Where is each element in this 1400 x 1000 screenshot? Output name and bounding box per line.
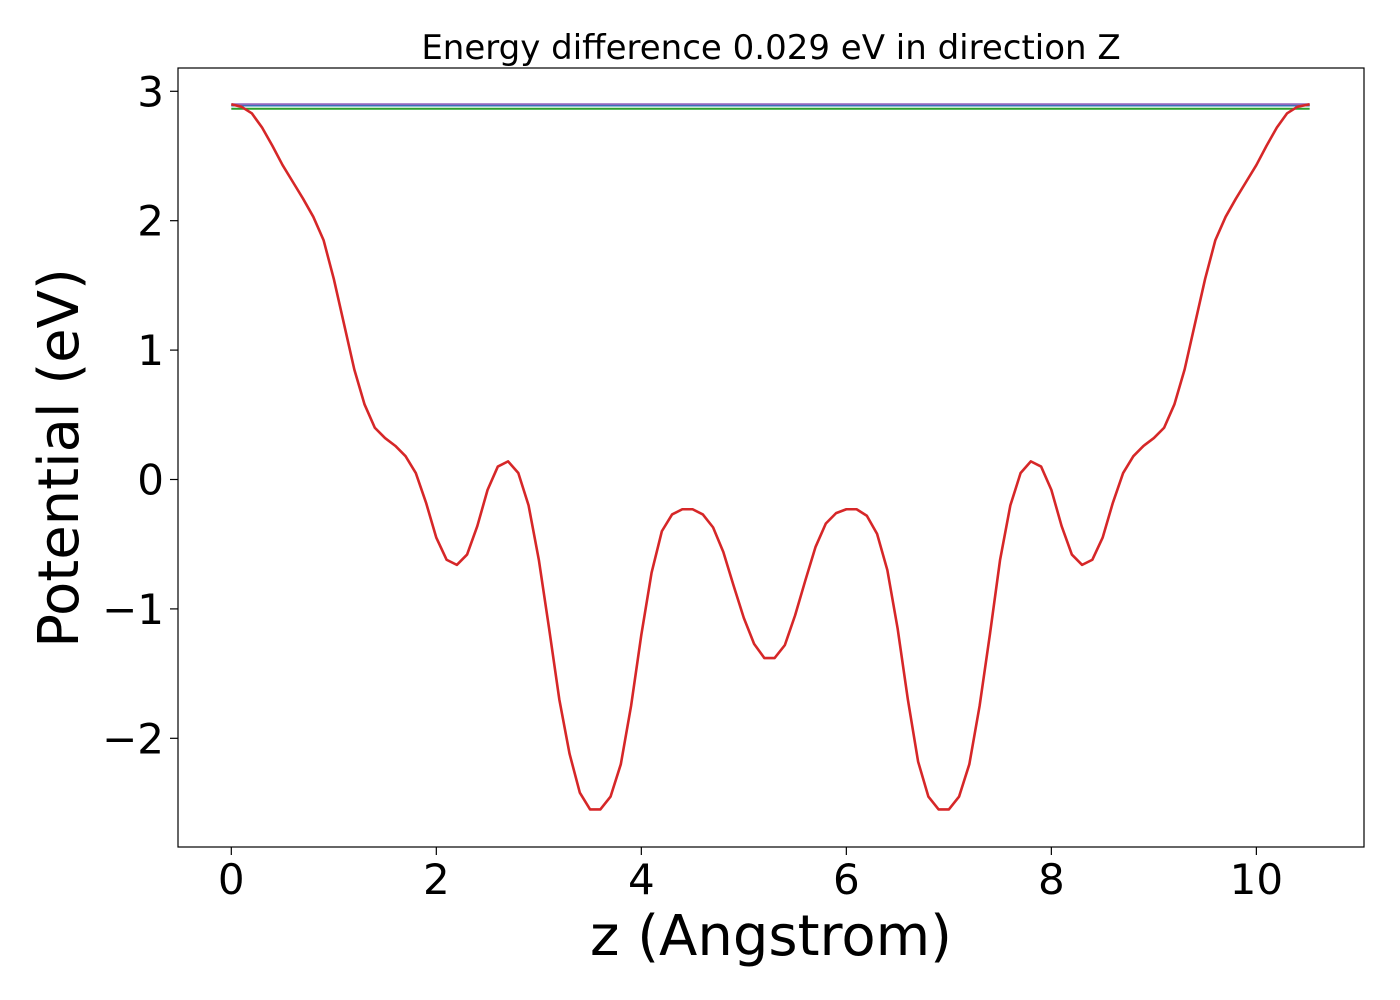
y-axis: −2 −1 0 1 2 3	[102, 67, 178, 763]
x-tick-label: 10	[1230, 855, 1283, 904]
chart-title: Energy difference 0.029 eV in direction …	[421, 28, 1120, 68]
y-tick-label: 3	[137, 67, 164, 116]
y-tick-label: 2	[137, 197, 164, 246]
y-tick-label: 1	[137, 326, 164, 375]
y-tick-label: −1	[102, 585, 164, 634]
x-axis: 0 2 4 6 8 10	[218, 847, 1283, 904]
x-tick-label: 6	[833, 855, 860, 904]
y-tick-label: −2	[102, 714, 164, 763]
series-layer	[230, 102, 1310, 811]
series-line-3	[230, 102, 1310, 811]
x-tick-label: 4	[628, 855, 655, 904]
x-tick-label: 0	[218, 855, 245, 904]
y-tick-label: 0	[137, 455, 164, 504]
y-axis-label: Potential (eV)	[27, 268, 92, 648]
x-axis-label: z (Angstrom)	[590, 904, 952, 969]
x-tick-label: 8	[1038, 855, 1065, 904]
plot-frame	[177, 67, 1365, 848]
x-tick-label: 2	[423, 855, 450, 904]
